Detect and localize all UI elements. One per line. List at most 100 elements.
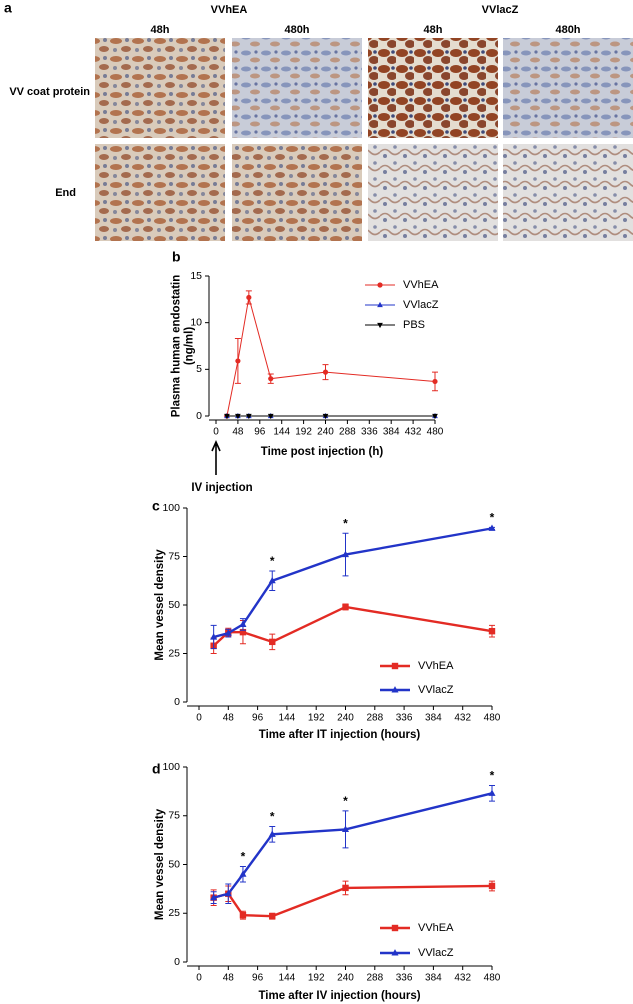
marker <box>268 576 276 584</box>
marker <box>391 949 399 956</box>
y-tick-label: 5 <box>196 363 202 375</box>
x-tick-label: 192 <box>295 427 312 438</box>
panel-label: d <box>152 761 161 777</box>
x-tick-label: 96 <box>252 713 264 724</box>
marker <box>341 550 350 558</box>
marker <box>268 830 276 837</box>
legend-label: VVhEA <box>418 660 454 672</box>
marker <box>432 378 438 385</box>
x-tick-label: 336 <box>361 427 378 438</box>
x-axis-label: Time post injection (h) <box>261 446 384 458</box>
x-tick-label: 144 <box>279 973 296 984</box>
x-tick-label: 48 <box>223 713 235 724</box>
y-tick-label: 100 <box>162 761 180 773</box>
series-line <box>226 297 436 417</box>
micrograph <box>95 38 225 138</box>
marker <box>391 686 399 693</box>
group-label: VVhEA <box>211 4 248 16</box>
y-axis-label: (ng/ml) <box>184 327 196 365</box>
series-line <box>213 792 493 899</box>
marker <box>235 413 241 420</box>
marker <box>488 627 496 635</box>
marker <box>391 924 399 932</box>
significance-mark: * <box>490 511 495 525</box>
legend-label: PBS <box>403 319 425 331</box>
legend-label: VVlacZ <box>403 299 439 311</box>
y-tick-label: 15 <box>190 270 202 282</box>
significance-mark: * <box>343 516 348 530</box>
x-tick-label: 432 <box>454 713 471 724</box>
micrographs <box>95 38 633 241</box>
marker <box>239 628 247 636</box>
marker <box>239 870 247 877</box>
marker <box>224 629 232 636</box>
marker <box>322 413 329 420</box>
series-line <box>213 527 493 639</box>
marker <box>488 882 496 890</box>
marker <box>224 413 230 420</box>
y-tick-label: 75 <box>168 550 180 562</box>
legend-label: VVlacZ <box>418 947 454 959</box>
x-tick-label: 48 <box>232 427 244 438</box>
x-tick-label: 432 <box>405 427 422 438</box>
micrograph <box>232 144 362 241</box>
x-axis-label: Time after IT injection (hours) <box>259 729 421 741</box>
x-tick-label: 480 <box>427 427 444 438</box>
y-tick-label: 100 <box>162 502 180 514</box>
panel-label: b <box>172 249 181 265</box>
x-tick-label: 384 <box>425 713 442 724</box>
x-tick-label: 144 <box>273 427 290 438</box>
y-axis-label: Mean vessel density <box>154 549 166 661</box>
micrograph <box>503 144 633 241</box>
y-tick-label: 0 <box>174 956 180 968</box>
x-tick-label: 48 <box>223 973 235 984</box>
arrow-label: IV injection <box>191 482 252 494</box>
y-tick-label: 25 <box>168 647 180 659</box>
x-tick-label: 0 <box>213 427 219 438</box>
column-label: 48h <box>424 24 443 36</box>
x-axis-label: Time after IV injection (hours) <box>258 990 420 1002</box>
marker <box>391 662 399 670</box>
legend-label: VVhEA <box>418 922 454 934</box>
marker <box>267 413 274 420</box>
marker <box>210 893 218 901</box>
marker <box>322 369 329 375</box>
x-tick-label: 384 <box>383 427 400 438</box>
micrograph <box>368 38 498 138</box>
y-tick-label: 25 <box>168 907 180 919</box>
marker <box>341 825 350 832</box>
group-label: VVlacZ <box>482 4 519 16</box>
x-tick-label: 336 <box>396 713 413 724</box>
marker <box>488 524 496 531</box>
marker <box>432 413 438 420</box>
x-tick-label: 0 <box>196 973 202 984</box>
marker <box>268 376 274 382</box>
marker <box>269 912 276 920</box>
column-label: 480h <box>555 24 580 36</box>
marker <box>239 912 247 919</box>
column-label: 48h <box>151 24 170 36</box>
x-tick-label: 240 <box>317 427 334 438</box>
marker <box>224 889 232 897</box>
legend-label: VVhEA <box>403 279 439 291</box>
x-tick-label: 96 <box>254 427 266 438</box>
y-tick-label: 50 <box>168 599 180 611</box>
x-tick-label: 288 <box>339 427 356 438</box>
marker <box>377 282 383 288</box>
marker <box>210 633 218 640</box>
x-tick-label: 192 <box>308 973 325 984</box>
marker <box>377 322 383 329</box>
micrograph <box>95 144 225 241</box>
significance-mark: * <box>241 850 246 864</box>
x-tick-label: 480 <box>484 713 501 724</box>
significance-mark: * <box>490 769 495 783</box>
arrow <box>211 440 221 475</box>
series-line <box>212 605 493 647</box>
marker <box>342 884 349 892</box>
legend-label: VVlacZ <box>418 684 454 696</box>
x-tick-label: 96 <box>252 973 264 984</box>
marker <box>235 358 241 364</box>
marker <box>239 620 247 627</box>
significance-mark: * <box>343 794 348 808</box>
